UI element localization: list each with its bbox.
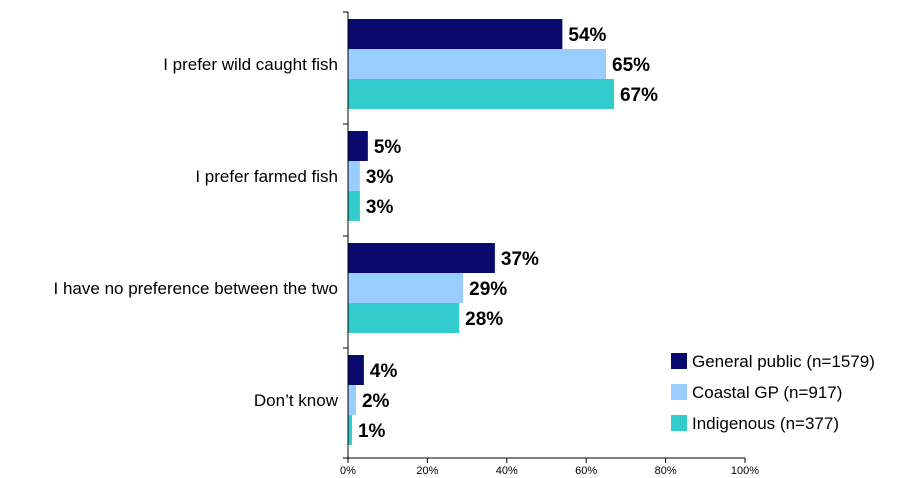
bar — [348, 79, 614, 109]
bar — [348, 161, 360, 191]
axes: 0% 20% 40% 60% 80% 100% — [340, 11, 759, 477]
category-label: Don’t know — [254, 391, 339, 410]
legend: General public (n=1579) Coastal GP (n=917… — [671, 352, 875, 433]
bar — [348, 49, 607, 79]
data-label: 3% — [366, 167, 394, 188]
data-label: 5% — [374, 137, 402, 158]
legend-label: Coastal GP (n=917) — [692, 383, 842, 402]
category-label: I prefer wild caught fish — [163, 55, 338, 74]
data-label: 1% — [358, 421, 386, 442]
x-tick-label: 0% — [340, 465, 356, 477]
data-label: 4% — [370, 361, 398, 382]
data-label: 67% — [620, 85, 658, 106]
category-label: I prefer farmed fish — [195, 167, 338, 186]
x-tick-label: 60% — [575, 465, 597, 477]
bar — [348, 131, 368, 161]
data-label: 37% — [501, 249, 539, 270]
bar — [348, 303, 460, 333]
data-label: 29% — [469, 279, 507, 300]
value-labels: 54% 5% 37% 4% 65% 3% 29% 2% 67% 3% 28% 1% — [358, 25, 658, 442]
data-label: 65% — [612, 55, 650, 76]
legend-swatch — [671, 415, 687, 431]
data-label: 54% — [568, 25, 606, 46]
x-tick-label: 20% — [416, 465, 438, 477]
bar — [348, 19, 563, 49]
bar — [348, 415, 352, 445]
bar — [348, 191, 360, 221]
legend-swatch — [671, 353, 687, 369]
bar — [348, 355, 364, 385]
x-tick-label: 40% — [496, 465, 518, 477]
data-label: 2% — [362, 391, 390, 412]
bars-group — [348, 19, 614, 445]
legend-swatch — [671, 384, 687, 400]
data-label: 28% — [465, 309, 503, 330]
x-tick-label: 100% — [731, 465, 759, 477]
legend-label: Indigenous (n=377) — [692, 414, 839, 433]
x-tick-label: 80% — [655, 465, 677, 477]
data-label: 3% — [366, 197, 394, 218]
category-labels: I prefer wild caught fish I prefer farmed… — [54, 55, 339, 410]
category-label: I have no preference between the two — [54, 279, 338, 298]
bar — [348, 273, 464, 303]
legend-label: General public (n=1579) — [692, 352, 875, 371]
bar — [348, 243, 495, 273]
bar — [348, 385, 356, 415]
